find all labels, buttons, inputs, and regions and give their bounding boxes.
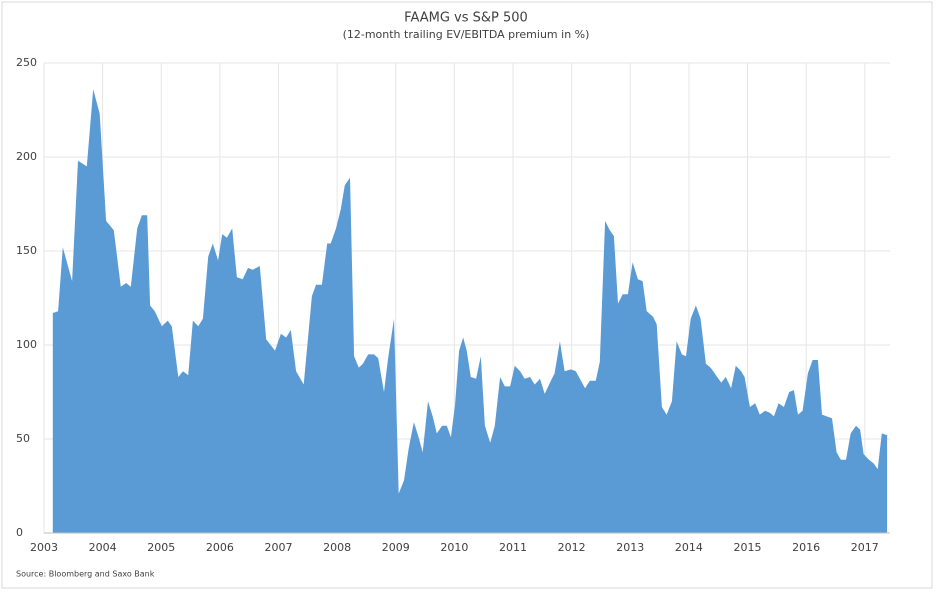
y-tick-label: 150 xyxy=(16,244,37,257)
y-tick-label: 100 xyxy=(16,338,37,351)
area xyxy=(52,89,888,534)
x-tick-label: 2006 xyxy=(206,541,234,554)
source-note: Source: Bloomberg and Saxo Bank xyxy=(16,570,155,579)
chart-subtitle: (12-month trailing EV/EBITDA premium in … xyxy=(343,28,590,41)
y-tick-label: 250 xyxy=(16,56,37,69)
x-tick-label: 2003 xyxy=(30,541,58,554)
x-tick-label: 2015 xyxy=(734,541,762,554)
x-tick-label: 2016 xyxy=(792,541,820,554)
x-tick-label: 2014 xyxy=(675,541,703,554)
x-tick-label: 2008 xyxy=(323,541,351,554)
x-tick-label: 2010 xyxy=(440,541,468,554)
x-tick-label: 2009 xyxy=(382,541,410,554)
chart-title: FAAMG vs S&P 500 xyxy=(404,11,528,26)
x-tick-label: 2004 xyxy=(89,541,117,554)
y-tick-label: 50 xyxy=(16,432,30,445)
x-tick-label: 2005 xyxy=(147,541,175,554)
x-tick-label: 2013 xyxy=(616,541,644,554)
y-tick-label: 0 xyxy=(16,526,23,539)
x-tick-label: 2007 xyxy=(265,541,293,554)
x-tick-label: 2011 xyxy=(499,541,527,554)
x-tick-label: 2017 xyxy=(851,541,879,554)
x-tick-label: 2012 xyxy=(558,541,586,554)
y-tick-label: 200 xyxy=(16,150,37,163)
